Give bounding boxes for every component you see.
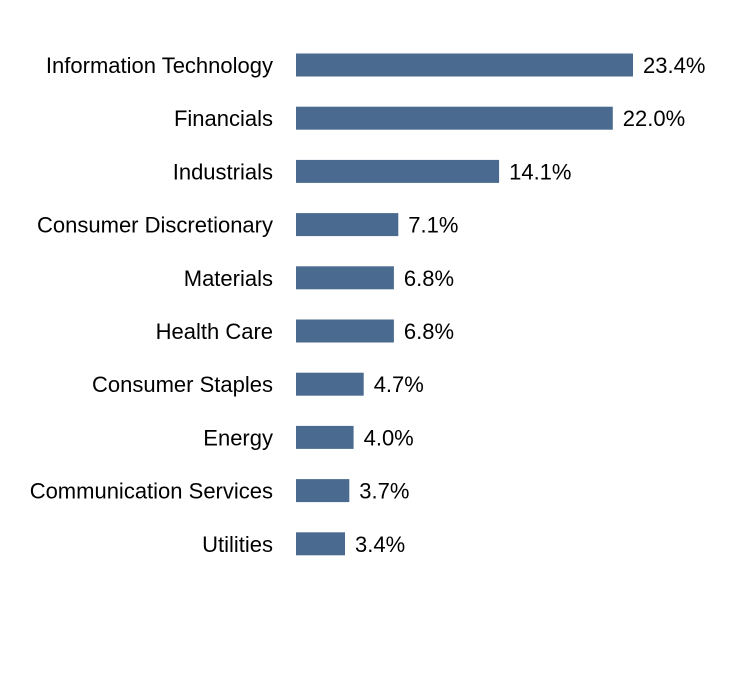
- bar-2: [296, 159, 500, 183]
- bar-5: [296, 319, 394, 343]
- category-labels: Information Technology Financials Industri…: [30, 53, 273, 557]
- category-label-2: Industrials: [173, 159, 273, 184]
- value-label-3: 7.1%: [408, 213, 458, 238]
- category-label-8: Communication Services: [30, 479, 273, 504]
- bar-0: [296, 53, 633, 77]
- bar-9: [296, 532, 345, 556]
- value-label-1: 22.0%: [623, 106, 685, 131]
- value-label-5: 6.8%: [404, 319, 454, 344]
- category-label-9: Utilities: [202, 532, 273, 557]
- value-label-0: 23.4%: [643, 53, 705, 78]
- value-label-9: 3.4%: [355, 532, 405, 557]
- bar-1: [296, 106, 613, 130]
- bars-group: [296, 53, 633, 556]
- value-label-4: 6.8%: [404, 266, 454, 291]
- category-label-5: Health Care: [156, 319, 273, 344]
- category-label-1: Financials: [174, 106, 273, 131]
- category-label-7: Energy: [203, 425, 273, 450]
- bar-4: [296, 266, 394, 290]
- value-labels: 23.4% 22.0% 14.1% 7.1% 6.8% 6.8% 4.7% 4.0% 3.7% 3…: [355, 53, 705, 557]
- bar-3: [296, 213, 399, 237]
- bar-7: [296, 425, 354, 449]
- category-label-0: Information Technology: [46, 53, 273, 78]
- bar-8: [296, 479, 350, 503]
- value-label-2: 14.1%: [509, 159, 571, 184]
- category-label-4: Materials: [184, 266, 273, 291]
- value-label-6: 4.7%: [374, 372, 424, 397]
- bar-6: [296, 372, 364, 396]
- value-label-7: 4.0%: [364, 425, 414, 450]
- category-label-6: Consumer Staples: [92, 372, 273, 397]
- category-label-3: Consumer Discretionary: [37, 213, 273, 238]
- value-label-8: 3.7%: [359, 479, 409, 504]
